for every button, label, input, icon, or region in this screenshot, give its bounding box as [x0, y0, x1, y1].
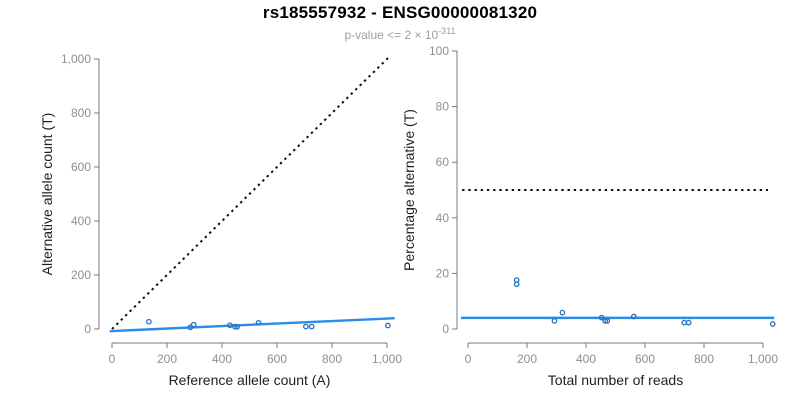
subtitle-text: p-value <= 2 × 10: [344, 28, 439, 42]
x-tick-label: 0: [465, 352, 472, 366]
fit-line: [109, 317, 395, 333]
x-tick-label: 600: [635, 352, 655, 366]
y-tick-label: 600: [71, 160, 91, 174]
identity-line: [111, 56, 390, 330]
data-point: [598, 314, 605, 321]
x-tick-label: 200: [157, 352, 177, 366]
x-tick-label: 600: [267, 352, 287, 366]
data-point: [630, 313, 637, 320]
y-axis-title: Percentage alternative (T): [401, 109, 417, 271]
left-plot: 0 200 400 600 800 1,000 0 200 400 600 800 1,000 Refe…: [39, 52, 402, 388]
y-tick-label: 1,000: [61, 52, 91, 66]
data-point: [234, 323, 240, 330]
data-point: [769, 321, 776, 327]
y-tick-label: 100: [429, 44, 449, 58]
y-tick-label: 0: [442, 322, 449, 336]
x-tick-label: 400: [576, 352, 596, 366]
y-tick-label: 400: [71, 214, 91, 228]
data-point: [227, 322, 233, 329]
figure-title: rs185557932 - ENSG00000081320: [262, 3, 538, 22]
x-tick-label: 1,000: [748, 352, 778, 366]
data-point: [604, 318, 611, 324]
data-point: [190, 321, 197, 328]
data-point: [681, 319, 688, 326]
y-tick-label: 800: [71, 106, 91, 120]
x-tick-label: 0: [109, 352, 116, 366]
data-point: [685, 319, 692, 326]
x-tick-label: 400: [212, 352, 232, 366]
data-point: [384, 322, 391, 329]
y-tick-label: 60: [436, 155, 450, 169]
subtitle-exponent: -311: [438, 26, 456, 36]
data-point: [146, 318, 152, 325]
y-axis-title: Alternative allele count (T): [39, 113, 55, 276]
x-tick-label: 800: [322, 352, 342, 366]
data-point: [308, 323, 315, 330]
data-point: [187, 324, 194, 331]
data-point: [551, 318, 558, 324]
right-plot: 0 20 40 60 80 100 0 200 400 600 800 1,000 Total numb…: [401, 44, 778, 388]
data-point: [255, 319, 262, 326]
data-point: [232, 323, 238, 330]
data-point: [513, 281, 520, 288]
x-tick-label: 200: [517, 352, 537, 366]
data-point: [602, 318, 609, 324]
y-tick-label: 80: [436, 100, 450, 114]
y-tick-label: 20: [436, 266, 450, 280]
figure-subtitle: p-value <= 2 × 10-311: [0, 26, 800, 42]
y-tick-label: 200: [71, 268, 91, 282]
x-axis-title: Reference allele count (A): [169, 372, 331, 388]
data-point: [303, 323, 309, 330]
data-point: [559, 309, 566, 316]
x-tick-label: 800: [694, 352, 714, 366]
figure-header: rs185557932 - ENSG00000081320 p-value <=…: [0, 0, 800, 42]
x-axis-title: Total number of reads: [548, 372, 683, 388]
y-tick-label: 40: [436, 211, 450, 225]
x-tick-label: 1,000: [372, 352, 402, 366]
y-tick-label: 0: [84, 322, 91, 336]
